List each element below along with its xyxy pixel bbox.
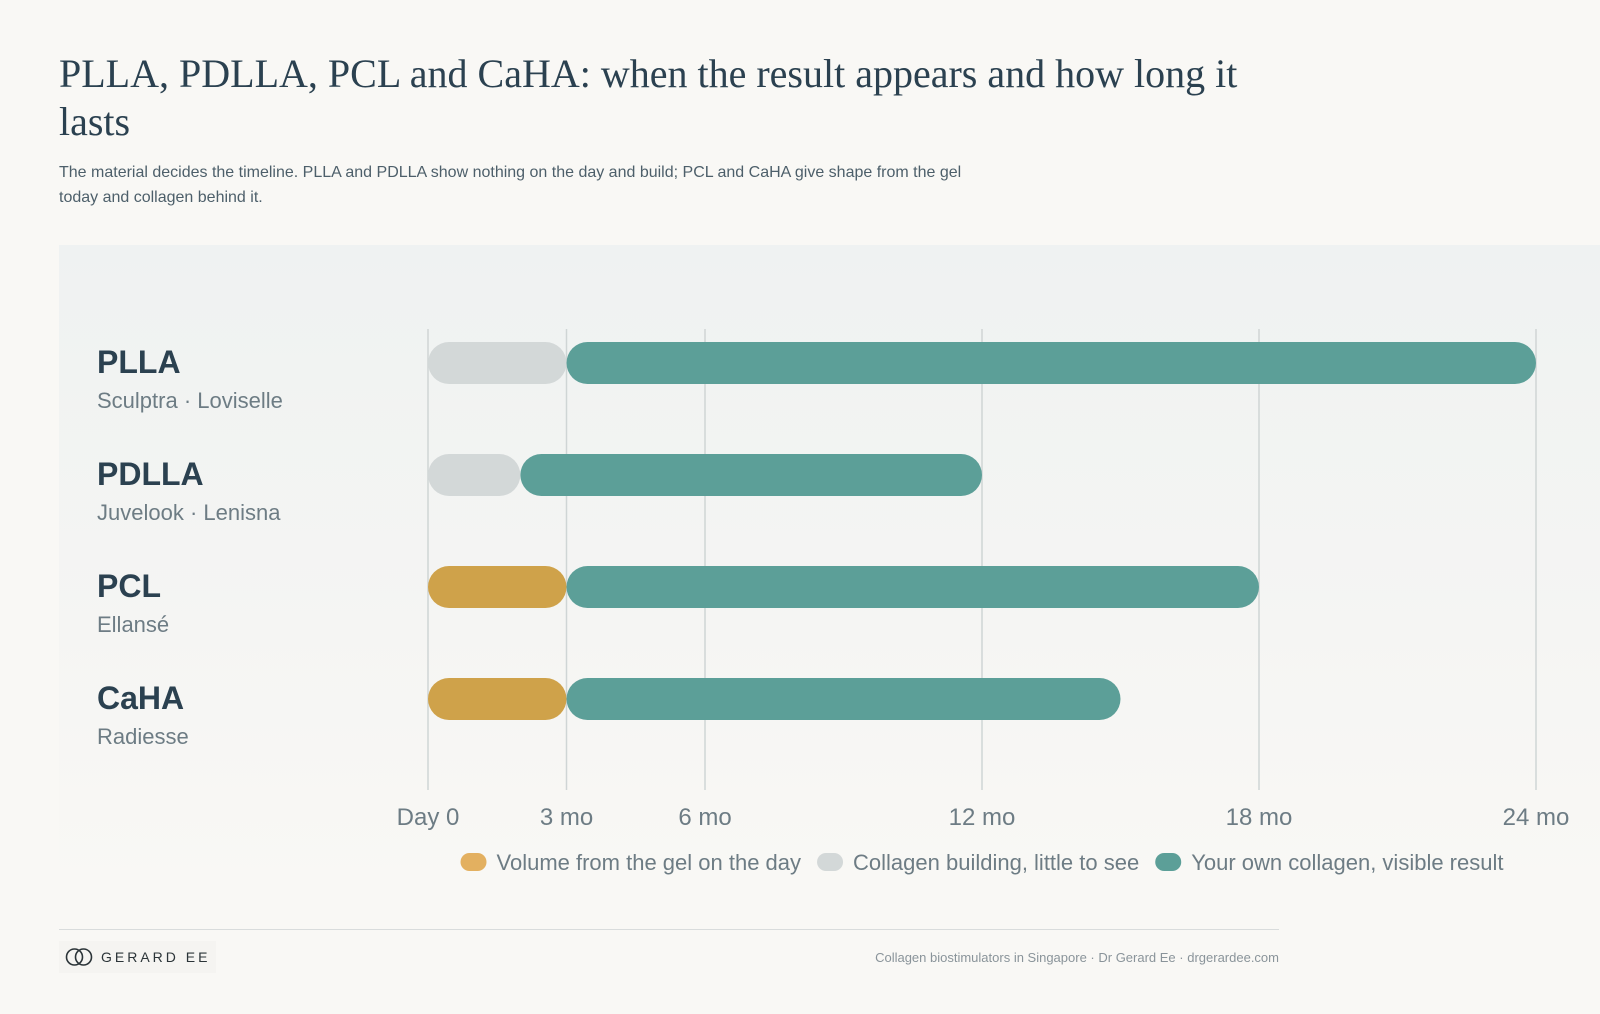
x-tick-label: Day 0 xyxy=(397,804,460,831)
row-label: PCL xyxy=(97,568,161,604)
chart-title: PLLA, PDLLA, PCL and CaHA: when the resu… xyxy=(59,51,1238,144)
logo-mark-icon xyxy=(65,948,93,966)
row-label: CaHA xyxy=(97,680,184,716)
legend-label: Your own collagen, visible result xyxy=(1191,850,1503,875)
legend-label: Collagen building, little to see xyxy=(853,850,1139,875)
bar-segment-collagen xyxy=(566,566,1259,608)
x-tick-label: 18 mo xyxy=(1226,804,1293,831)
row-brands: Juvelook · Lenisna xyxy=(97,500,281,525)
bar-segment-building xyxy=(428,342,567,384)
bar-segment-collagen xyxy=(520,454,982,496)
bar-segment-collagen xyxy=(566,678,1121,720)
bar-segment-gel xyxy=(428,566,567,608)
timeline-chart: Day 0 3 mo 6 mo 12 mo 18 mo 24 mo PLLA Sculptra… xyxy=(97,329,1570,875)
x-tick-label: 3 mo xyxy=(540,804,593,831)
legend-label: Volume from the gel on the day xyxy=(497,850,802,875)
row-label: PLLA xyxy=(97,344,181,380)
x-tick-label: 6 mo xyxy=(678,804,731,831)
footer-credit: Collagen biostimulators in Singapore · D… xyxy=(875,950,1279,965)
bar-segment-building xyxy=(428,454,521,496)
chart-subtitle: The material decides the timeline. PLLA … xyxy=(59,164,962,206)
footer-divider xyxy=(59,929,1279,930)
bar-segment-collagen xyxy=(566,342,1536,384)
brand-logo[interactable]: GERARD EE xyxy=(59,941,217,973)
row-brands: Radiesse xyxy=(97,724,189,749)
legend-swatch-building xyxy=(817,853,844,871)
row-brands: Ellansé xyxy=(97,612,169,637)
legend-swatch-collagen xyxy=(1155,853,1182,871)
brand-name: GERARD EE xyxy=(101,949,211,965)
legend-swatch-gel xyxy=(460,853,487,871)
x-tick-label: 24 mo xyxy=(1503,804,1570,831)
bar-segment-gel xyxy=(428,678,567,720)
x-tick-label: 12 mo xyxy=(949,804,1016,831)
row-brands: Sculptra · Loviselle xyxy=(97,388,283,413)
chart-panel: Day 0 3 mo 6 mo 12 mo 18 mo 24 mo PLLA Sculptra… xyxy=(59,245,1600,885)
row-label: PDLLA xyxy=(97,456,204,492)
